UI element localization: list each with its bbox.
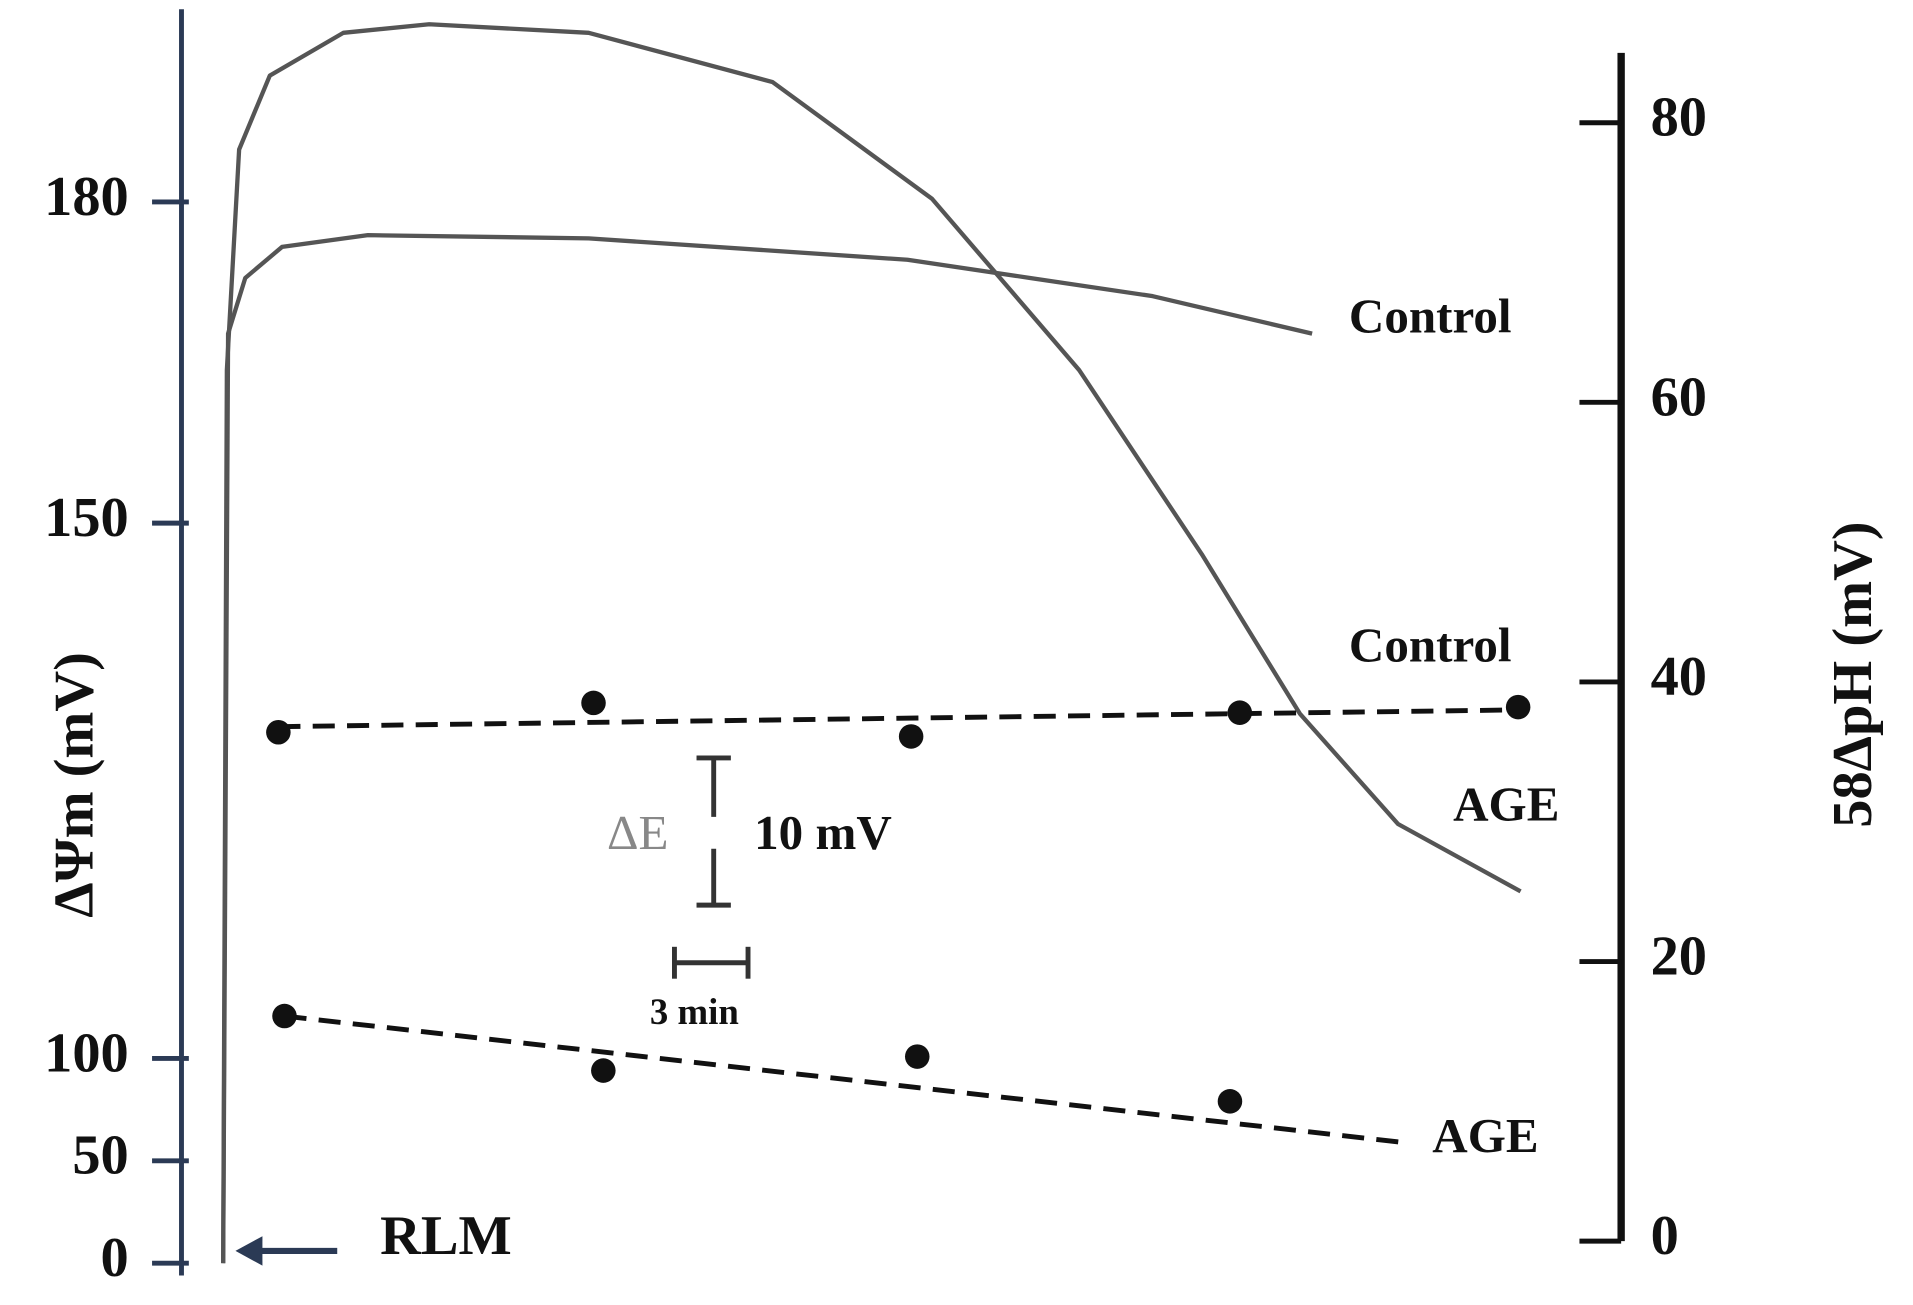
y2-tick-label: 20 [1651, 925, 1707, 987]
y2-tick-label: 40 [1651, 646, 1707, 708]
series-label: Control [1349, 289, 1512, 344]
y-tick-label: 150 [44, 487, 129, 549]
data-point [898, 724, 924, 749]
data-point [272, 1003, 297, 1029]
y-axis-title: ΔΨm (mV) [44, 652, 106, 918]
y-tick-label: 100 [44, 1022, 129, 1084]
arrow-head [235, 1236, 263, 1266]
series-label: AGE [1432, 1108, 1538, 1163]
y2-tick-label: 60 [1651, 366, 1707, 428]
data-point [904, 1044, 930, 1069]
series-label: Control [1349, 617, 1512, 672]
y2-tick-label: 0 [1651, 1205, 1679, 1267]
scale-x-label: 3 min [650, 991, 739, 1032]
data-point [1505, 694, 1531, 720]
series-line [221, 233, 1313, 1264]
scale-bar-x [672, 946, 751, 979]
trend-line [284, 1013, 1411, 1146]
trend-line [278, 707, 1519, 730]
series-line [221, 22, 1522, 1264]
data-point [266, 719, 291, 745]
scale-bar-y [696, 755, 731, 908]
scale-y-label: 10 mV [754, 805, 892, 860]
y2-axis-title: 58ΔpH (mV) [1822, 521, 1884, 827]
data-point [581, 690, 606, 716]
scale-y-symbol: ΔE [607, 805, 669, 860]
data-point [1217, 1089, 1243, 1114]
y-tick-label: 0 [101, 1227, 129, 1289]
y-tick-label: 50 [72, 1125, 128, 1187]
arrow-label: RLM [380, 1205, 512, 1267]
y-tick-label: 180 [44, 166, 129, 228]
series-label: AGE [1453, 777, 1559, 832]
y2-tick-label: 80 [1651, 87, 1707, 149]
data-point [1227, 700, 1253, 725]
data-point [591, 1058, 616, 1083]
